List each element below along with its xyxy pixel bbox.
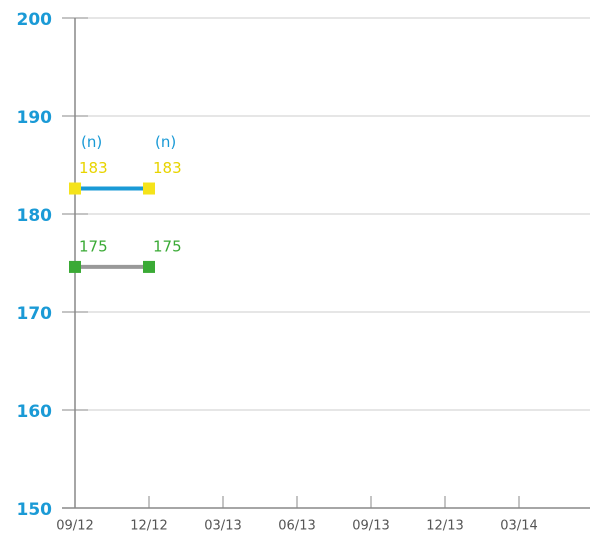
x-tick-label: 03/13	[204, 519, 241, 534]
x-tick-label: 09/12	[56, 519, 93, 534]
x-tick-label: 06/13	[278, 519, 315, 534]
x-tick-label: 09/13	[352, 519, 389, 534]
marker	[69, 260, 81, 273]
y-tick-label: 200	[17, 10, 53, 30]
y-tick-label: 150	[17, 500, 53, 520]
value-label: 183	[153, 159, 182, 177]
value-label: 183	[79, 159, 108, 177]
marker	[143, 260, 155, 273]
y-tick-label: 170	[17, 304, 53, 324]
value-label: 175	[79, 237, 108, 255]
x-tick-label: 12/13	[426, 519, 463, 534]
value-label: 175	[153, 237, 182, 255]
y-tick-label: 160	[17, 402, 53, 422]
annotation: (n)	[155, 133, 176, 151]
marker	[143, 182, 155, 195]
y-tick-label: 180	[17, 206, 53, 226]
y-tick-label: 190	[17, 108, 53, 128]
annotation: (n)	[81, 133, 102, 151]
x-tick-label: 12/12	[130, 519, 167, 534]
marker	[69, 182, 81, 195]
x-tick-label: 03/14	[500, 519, 537, 534]
